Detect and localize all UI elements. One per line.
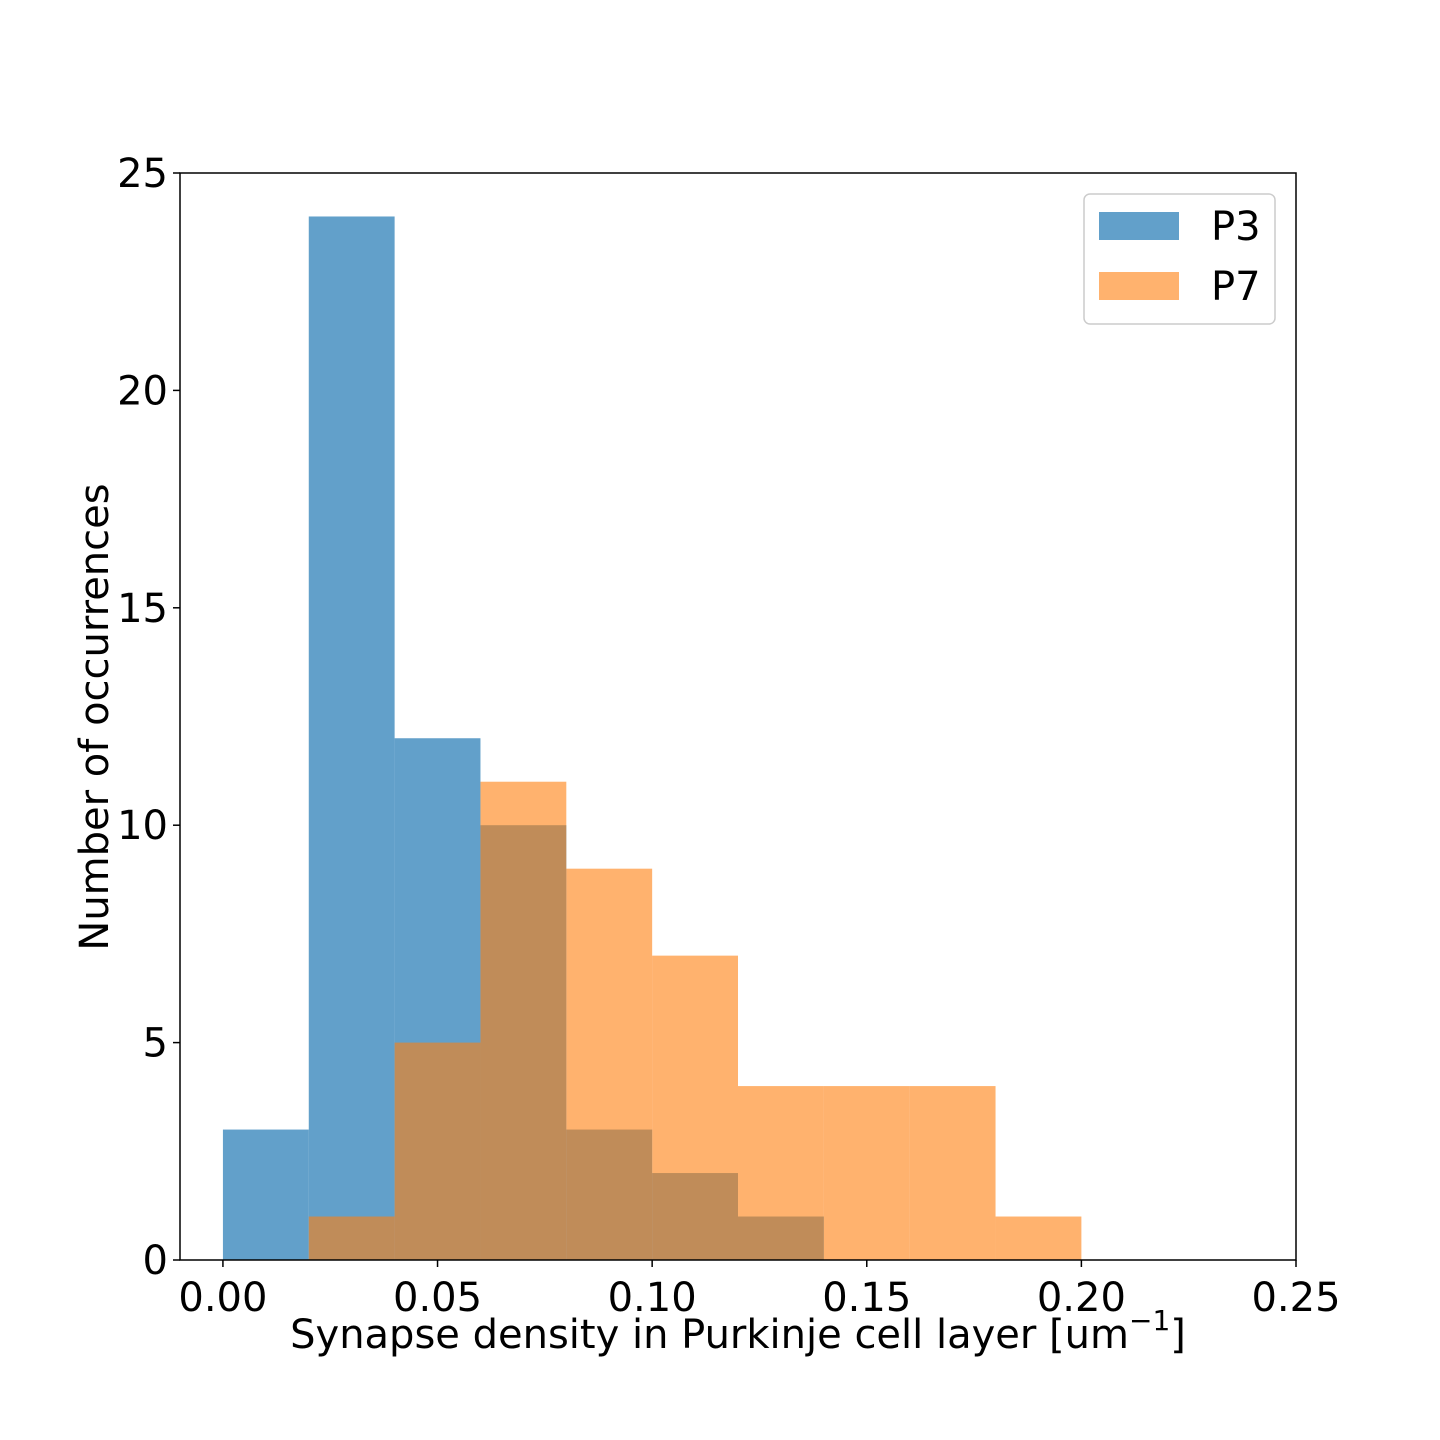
x-axis-label: Synapse density in Purkinje cell layer [… xyxy=(290,1304,1186,1358)
y-axis-label: Number of occurrences xyxy=(72,483,118,950)
x-axis-ticks: 0.00 0.05 0.10 0.15 0.20 0.25 xyxy=(178,1260,1341,1321)
bar-p3-bin-1 xyxy=(308,216,395,1261)
legend-label-p7: P7 xyxy=(1211,264,1261,310)
y-tick-label: 0 xyxy=(143,1238,168,1284)
y-tick-label: 25 xyxy=(117,151,168,197)
x-tick-label: 0.25 xyxy=(1251,1275,1340,1321)
x-tick-label: 0.05 xyxy=(393,1275,482,1321)
bar-p7-bin-3 xyxy=(480,781,567,1260)
plot-frame xyxy=(179,172,1297,1261)
bar-p7-bin-9 xyxy=(995,1216,1082,1260)
x-tick-label: 0.15 xyxy=(822,1275,911,1321)
bar-p7-bin-4 xyxy=(566,868,653,1260)
y-axis-ticks: 0 5 10 15 20 25 xyxy=(117,151,180,1284)
bar-p7-bin-7 xyxy=(823,1086,910,1260)
legend-swatch-p3 xyxy=(1099,212,1179,240)
y-tick-label: 15 xyxy=(117,586,168,632)
bars-layer xyxy=(222,216,1082,1261)
bar-p7-bin-6 xyxy=(738,1086,824,1260)
bar-p7-bin-8 xyxy=(909,1086,996,1260)
x-tick-label: 0.10 xyxy=(608,1275,697,1321)
x-tick-label: 0.20 xyxy=(1037,1275,1126,1321)
legend-swatch-p7 xyxy=(1099,272,1179,300)
bar-p7-bin-2 xyxy=(394,1042,481,1260)
y-tick-label: 5 xyxy=(143,1021,168,1067)
legend: P3 P7 xyxy=(1083,193,1276,325)
legend-label-p3: P3 xyxy=(1211,204,1261,250)
x-tick-label: 0.00 xyxy=(178,1275,267,1321)
y-tick-label: 10 xyxy=(117,803,168,849)
bar-p7-bin-1 xyxy=(308,1216,395,1260)
bar-p3-bin-0 xyxy=(222,1129,309,1260)
bar-p7-bin-5 xyxy=(652,955,738,1260)
y-tick-label: 20 xyxy=(117,368,168,414)
